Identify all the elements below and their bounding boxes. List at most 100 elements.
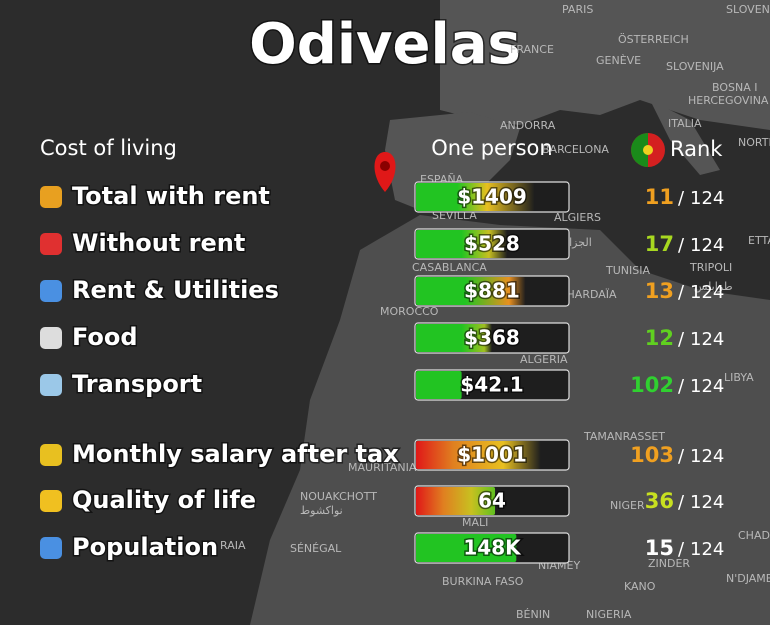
bar-fill — [416, 230, 508, 258]
row-label: Quality of life — [72, 486, 256, 514]
location-pin — [380, 161, 390, 171]
rank: 36 — [645, 489, 674, 513]
bar-value: 148K — [463, 536, 522, 560]
map-label: NOUAKCHOTT — [300, 490, 377, 503]
map-label: ANDORRA — [500, 119, 556, 132]
land-italy — [650, 100, 720, 175]
map-label: ALGIERS — [554, 211, 601, 224]
bar-fill — [416, 371, 462, 399]
bar-fill — [416, 324, 492, 352]
location-pin — [374, 152, 396, 192]
map-label: طرابلس — [694, 280, 733, 293]
land-africa — [250, 215, 770, 625]
map-label: TUNISIA — [605, 264, 650, 277]
row-label: Transport — [72, 370, 202, 398]
rank: 17 — [645, 232, 674, 256]
rank-total: 124 — [690, 376, 724, 397]
map-label: MAURITANIA — [348, 461, 417, 474]
map-label: GENÈVE — [596, 54, 641, 67]
rank-total: 124 — [690, 446, 724, 467]
section-header: Cost of living — [40, 136, 177, 160]
bar-value: $1001 — [457, 443, 527, 467]
bar-value: $42.1 — [460, 373, 523, 397]
map-label: LIBYA — [724, 371, 754, 384]
title: Odivelas — [249, 12, 521, 77]
map-label: HERCEGOVINA — [688, 94, 769, 107]
row-label: Food — [72, 323, 138, 351]
map-label: SÉNÉGAL — [290, 542, 342, 555]
map-label: TAMANRASSET — [583, 430, 665, 443]
bar-fill — [416, 487, 496, 515]
flag — [631, 133, 648, 167]
bar-fill — [416, 183, 535, 211]
map-label: N'DJAMENA — [726, 572, 770, 585]
rank-total: 124 — [690, 492, 724, 513]
row-icon — [40, 233, 62, 255]
bar-value: $881 — [464, 279, 520, 303]
row-label: Monthly salary after tax — [72, 440, 399, 468]
map-label: MOROCCO — [380, 305, 439, 318]
row-icon — [40, 490, 62, 512]
map-label: NIGERIA — [586, 608, 632, 621]
map-label: NORTH — [738, 136, 770, 149]
map-label: ETTA — [748, 234, 770, 247]
row-icon — [40, 537, 62, 559]
map-label: SLOVEN — [726, 3, 770, 16]
bar-fill — [416, 534, 517, 562]
rank-header: Rank — [670, 137, 723, 161]
row-icon — [40, 280, 62, 302]
row-icon — [40, 374, 62, 396]
map-label: KANO — [624, 580, 656, 593]
map-label: ITALIA — [668, 117, 702, 130]
map-label: MALI — [462, 516, 488, 529]
rank-total: 124 — [690, 235, 724, 256]
bar-fill — [416, 441, 541, 469]
row-icon — [40, 186, 62, 208]
rank: 103 — [630, 443, 674, 467]
map-label: SLOVENIJA — [666, 60, 724, 73]
map-label: FRANCE — [510, 43, 554, 56]
rank: 102 — [630, 373, 674, 397]
rank-total: 124 — [690, 329, 724, 350]
map-label: BARCELONA — [542, 143, 609, 156]
map-label: نواكشوط — [300, 504, 343, 517]
row-icon — [40, 444, 62, 466]
rank-sep: / — [678, 235, 685, 256]
bar-value: 64 — [478, 489, 506, 513]
rank: 15 — [645, 536, 674, 560]
map-label: BURKINA FASO — [442, 575, 524, 588]
map-label: CHAD — [738, 529, 770, 542]
rank: 12 — [645, 326, 674, 350]
rank-sep: / — [678, 282, 685, 303]
rank-total: 124 — [690, 539, 724, 560]
row-label: Population — [72, 533, 218, 561]
map-label: NIGER — [610, 499, 645, 512]
map-label: BÉNIN — [516, 608, 550, 621]
map-label: GHARDAÏA — [558, 288, 617, 301]
row-label: Rent & Utilities — [72, 276, 279, 304]
map-label: RAIA — [220, 539, 246, 552]
map-label: CASABLANCA — [412, 261, 487, 274]
row-icon — [40, 327, 62, 349]
map-label: BOSNA I — [712, 81, 758, 94]
rank-sep: / — [678, 376, 685, 397]
rank-total: 124 — [690, 188, 724, 209]
flag — [643, 145, 653, 155]
rank-sep: / — [678, 329, 685, 350]
rank-total: 124 — [690, 282, 724, 303]
row-label: Total with rent — [72, 182, 270, 210]
map-label: ZINDER — [648, 557, 690, 570]
map-label: TRIPOLI — [689, 261, 732, 274]
bar-value: $1409 — [457, 185, 527, 209]
land-europe — [440, 0, 770, 130]
bar-fill — [416, 277, 526, 305]
column-header: One person — [431, 136, 552, 160]
bar-value: $528 — [464, 232, 520, 256]
map-label: PARIS — [562, 3, 593, 16]
rank-sep: / — [678, 446, 685, 467]
rank: 13 — [645, 279, 674, 303]
row-label: Without rent — [72, 229, 245, 257]
map-label: ÖSTERREICH — [618, 33, 689, 46]
